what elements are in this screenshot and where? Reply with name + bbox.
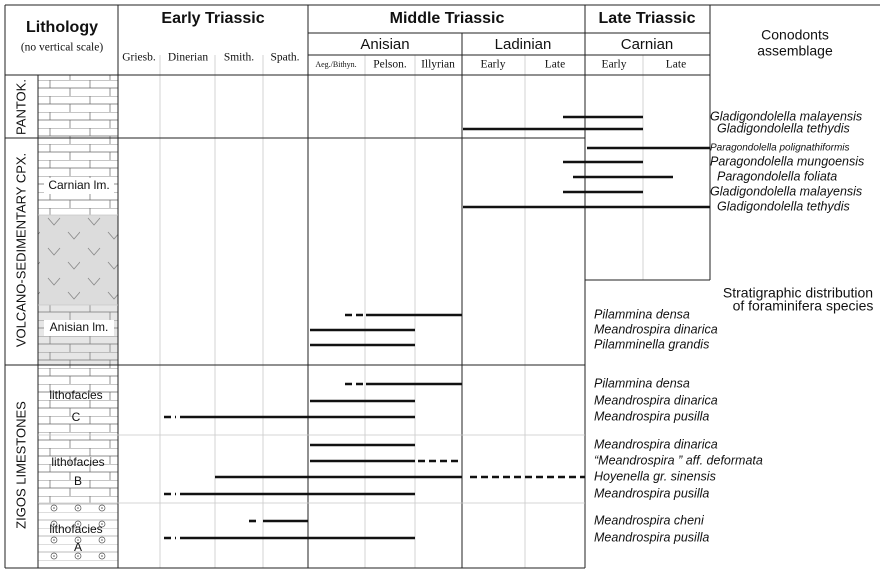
substage: Aeg./Bithyn. xyxy=(315,60,356,69)
taxon: Gladigondolella malayensis xyxy=(710,184,862,198)
taxon: Pilamminella grandis xyxy=(594,337,709,351)
substage: Late xyxy=(666,59,686,71)
oolitic-limestone xyxy=(38,503,118,568)
substage: Late xyxy=(545,59,565,71)
stage: Anisian xyxy=(360,36,409,53)
taxon: Pilammina densa xyxy=(594,376,690,390)
taxon: Paragondolella polignathiformis xyxy=(710,143,850,154)
lithology-label: lithofacies xyxy=(49,522,102,536)
unit-label: ZIGOS LIMESTONES xyxy=(13,401,28,529)
substage: Early xyxy=(481,59,506,71)
taxon: Paragondolella mungoensis xyxy=(710,154,864,168)
limestone xyxy=(38,365,118,503)
taxon: Hoyenella gr. sinensis xyxy=(594,469,716,483)
taxon: Meandrospira pusilla xyxy=(594,486,709,500)
substage: Dinerian xyxy=(168,52,208,64)
column-title: Stratigraphic distribution xyxy=(723,285,873,301)
lithology-label: Carnian lm. xyxy=(48,178,109,192)
substage: Spath. xyxy=(270,52,299,64)
taxon: Pilammina densa xyxy=(594,307,690,321)
lithology-label: A xyxy=(74,540,82,554)
substage: Griesb. xyxy=(122,52,156,64)
note: (no vertical scale) xyxy=(21,42,104,54)
lithology-label: lithofacies xyxy=(51,455,104,469)
substage: Early xyxy=(602,59,627,71)
stage: Carnian xyxy=(621,36,674,53)
volcanics xyxy=(38,215,118,305)
column-title: of foraminifera species xyxy=(733,298,874,314)
lithology-label: B xyxy=(74,474,82,488)
period: Early Triassic xyxy=(161,10,264,27)
unit-label: VOLCANO-SEDIMENTARY CPX. xyxy=(13,153,28,347)
taxon: Paragondolella foliata xyxy=(717,169,837,183)
lithology-labels: Carnian lm. Anisian lm. lithofacies C li… xyxy=(44,178,114,554)
taxon: Meandrospira cheni xyxy=(594,513,705,527)
taxon: Meandrospira dinarica xyxy=(594,322,718,336)
lithology-label: C xyxy=(72,410,81,424)
taxon: Meandrospira dinarica xyxy=(594,437,718,451)
conodont-ranges xyxy=(463,115,710,209)
substage: Illyrian xyxy=(421,59,455,71)
taxon: Gladigondolella tethydis xyxy=(717,121,850,135)
taxon: Meandrospira dinarica xyxy=(594,393,718,407)
period: Middle Triassic xyxy=(390,10,505,27)
foraminifera-ranges xyxy=(164,313,585,540)
taxon: Gladigondolella tethydis xyxy=(717,199,850,213)
taxon: Meandrospira pusilla xyxy=(594,409,709,423)
label-bg xyxy=(44,320,114,336)
substage: Smith. xyxy=(224,52,254,64)
column-title: Conodonts xyxy=(761,27,829,43)
stage: Ladinian xyxy=(495,36,552,53)
header: Lithology xyxy=(26,19,98,36)
frame xyxy=(4,4,880,569)
label-bg xyxy=(44,178,114,194)
lithology-label: Anisian lm. xyxy=(50,320,109,334)
taxon: Gladigondolella malayensis xyxy=(710,109,862,123)
taxon: Meandrospira pusilla xyxy=(594,530,709,544)
lithology-label: lithofacies xyxy=(49,388,102,402)
column-title: assemblage xyxy=(757,43,833,59)
period: Late Triassic xyxy=(599,10,696,27)
taxon: “Meandrospira ” aff. deformata xyxy=(594,453,763,467)
unit-label: PANTOK. xyxy=(13,79,28,135)
substage: Pelson. xyxy=(373,59,407,71)
grid xyxy=(159,55,644,568)
